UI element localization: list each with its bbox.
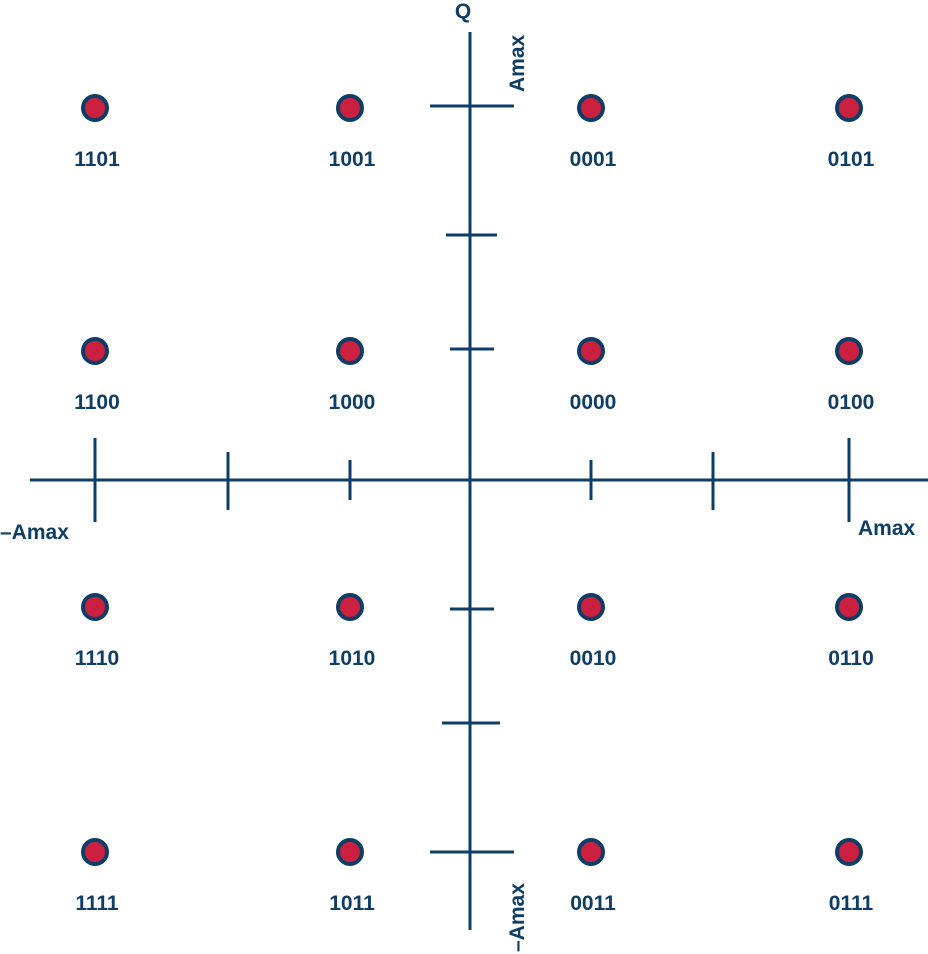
constellation-point-1101 [81, 94, 109, 122]
axes [30, 32, 928, 930]
constellation-point-0000 [577, 337, 605, 365]
constellation-point-0001 [577, 94, 605, 122]
point-label: 1111 [75, 892, 119, 915]
point-label: 0111 [829, 892, 874, 915]
point-label: 1010 [329, 647, 376, 670]
constellation-point-1111 [81, 838, 109, 866]
constellation-points: 1101 1001 0001 0101 1100 1000 0000 0100 1110 1010… [74, 94, 875, 915]
constellation-point-1001 [336, 94, 364, 122]
point-label: 0001 [570, 148, 617, 171]
constellation-point-1011 [336, 838, 364, 866]
constellation-point-0011 [577, 838, 605, 866]
point-label: 0101 [828, 148, 875, 171]
point-label: 1110 [75, 647, 119, 670]
constellation-point-0110 [835, 593, 863, 621]
point-label: 0100 [828, 391, 875, 414]
constellation-point-1010 [336, 593, 364, 621]
point-label: 1000 [329, 391, 376, 414]
point-label: 1001 [329, 148, 376, 171]
point-label: 1101 [74, 148, 120, 171]
constellation-point-1100 [81, 337, 109, 365]
q-neg-amax-label: –Amax [506, 883, 529, 952]
constellation-point-0010 [577, 593, 605, 621]
i-amax-label: Amax [858, 517, 916, 540]
constellation-point-1110 [81, 593, 109, 621]
point-label: 1100 [74, 391, 120, 414]
q-amax-label: Amax [506, 34, 529, 92]
constellation-point-0100 [835, 337, 863, 365]
point-label: 0110 [828, 647, 874, 670]
point-label: 1011 [329, 892, 375, 915]
point-label: 0000 [570, 391, 617, 414]
point-label: 0011 [570, 892, 616, 915]
i-neg-amax-label: –Amax [0, 521, 69, 544]
constellation-point-0111 [835, 838, 863, 866]
constellation-point-1000 [336, 337, 364, 365]
point-label: 0010 [570, 647, 617, 670]
q-axis-label: Q [455, 0, 471, 23]
constellation-point-0101 [835, 94, 863, 122]
